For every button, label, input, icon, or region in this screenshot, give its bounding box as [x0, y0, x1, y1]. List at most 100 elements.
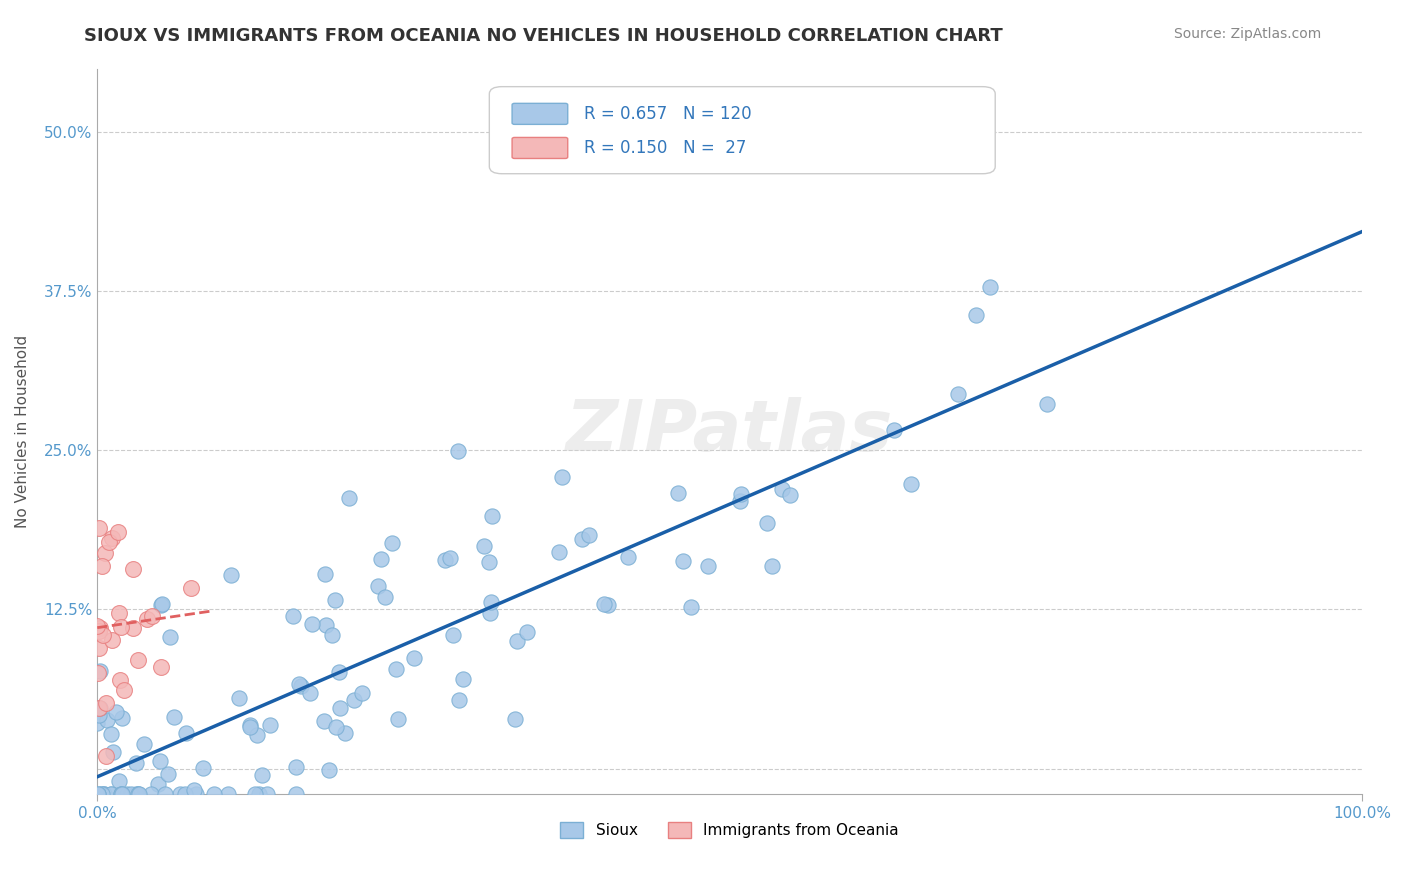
Immigrants from Oceania [87, 624, 110, 638]
Sioux [1035, 397, 1057, 411]
Sioux [163, 710, 186, 724]
Sioux [150, 597, 173, 611]
Sioux [315, 618, 337, 632]
Immigrants from Oceania [94, 545, 117, 559]
Sioux [238, 718, 260, 732]
Sioux [184, 787, 207, 801]
Sioux [325, 720, 347, 734]
Immigrants from Oceania [122, 562, 145, 576]
Sioux [312, 714, 335, 729]
Sioux [159, 630, 181, 644]
Sioux [447, 443, 470, 458]
Sioux [246, 728, 269, 742]
Sioux [337, 491, 360, 505]
Sioux [93, 787, 115, 801]
Sioux [730, 487, 752, 501]
Sioux [288, 677, 311, 691]
Sioux [571, 533, 593, 547]
Sioux [96, 714, 118, 728]
Sioux [228, 691, 250, 706]
Sioux [900, 476, 922, 491]
Sioux [314, 566, 336, 581]
Sioux [299, 686, 322, 700]
Sioux [593, 597, 616, 611]
Sioux [439, 551, 461, 566]
Sioux [979, 280, 1001, 294]
Sioux [343, 693, 366, 707]
Sioux [666, 485, 689, 500]
Sioux [128, 787, 150, 801]
Sioux [506, 634, 529, 648]
Sioux [333, 725, 356, 739]
Sioux [169, 787, 191, 801]
Sioux [120, 787, 142, 801]
Sioux [367, 579, 389, 593]
Sioux [321, 628, 343, 642]
Immigrants from Oceania [94, 748, 117, 763]
Sioux [381, 535, 404, 549]
Sioux [149, 754, 172, 768]
Sioux [89, 700, 111, 714]
Immigrants from Oceania [90, 559, 112, 574]
Sioux [503, 712, 526, 726]
Sioux [697, 558, 720, 573]
Sioux [174, 726, 197, 740]
Sioux [478, 606, 501, 620]
Sioux [443, 628, 465, 642]
Immigrants from Oceania [180, 581, 202, 595]
Sioux [779, 488, 801, 502]
Sioux [87, 787, 110, 801]
Sioux [672, 554, 695, 568]
Sioux [479, 595, 502, 609]
Sioux [481, 508, 503, 523]
FancyBboxPatch shape [489, 87, 995, 174]
Sioux [883, 423, 905, 437]
Sioux [578, 528, 600, 542]
Y-axis label: No Vehicles in Household: No Vehicles in Household [15, 334, 30, 528]
Sioux [284, 760, 307, 774]
Sioux [404, 650, 426, 665]
Sioux [104, 705, 127, 719]
Legend: Sioux, Immigrants from Oceania: Sioux, Immigrants from Oceania [554, 816, 905, 845]
Sioux [387, 712, 409, 726]
Sioux [515, 625, 537, 640]
Sioux [285, 787, 308, 801]
Immigrants from Oceania [87, 641, 110, 656]
Sioux [290, 679, 312, 693]
Text: Source: ZipAtlas.com: Source: ZipAtlas.com [1174, 27, 1322, 41]
Sioux [111, 787, 134, 801]
Sioux [447, 692, 470, 706]
Sioux [598, 598, 620, 612]
Sioux [679, 600, 702, 615]
Sioux [616, 549, 638, 564]
Sioux [728, 494, 751, 508]
Sioux [110, 787, 132, 801]
Sioux [132, 738, 155, 752]
Sioux [100, 787, 122, 801]
Immigrants from Oceania [108, 606, 131, 620]
Sioux [125, 787, 148, 801]
Immigrants from Oceania [98, 535, 121, 549]
Immigrants from Oceania [86, 619, 108, 633]
Sioux [90, 787, 112, 801]
Text: SIOUX VS IMMIGRANTS FROM OCEANIA NO VEHICLES IN HOUSEHOLD CORRELATION CHART: SIOUX VS IMMIGRANTS FROM OCEANIA NO VEHI… [84, 27, 1002, 45]
Sioux [174, 787, 197, 801]
Immigrants from Oceania [89, 621, 111, 635]
Sioux [370, 552, 392, 566]
Sioux [329, 700, 352, 714]
Immigrants from Oceania [127, 653, 149, 667]
Immigrants from Oceania [91, 628, 114, 642]
Sioux [217, 787, 239, 801]
Sioux [256, 787, 278, 801]
Immigrants from Oceania [94, 697, 117, 711]
Sioux [139, 787, 162, 801]
FancyBboxPatch shape [512, 103, 568, 124]
Sioux [100, 787, 122, 801]
Sioux [86, 715, 108, 730]
Sioux [183, 782, 205, 797]
Sioux [191, 761, 214, 775]
Sioux [125, 756, 148, 771]
Sioux [243, 787, 266, 801]
Sioux [374, 590, 396, 604]
Sioux [250, 768, 273, 782]
